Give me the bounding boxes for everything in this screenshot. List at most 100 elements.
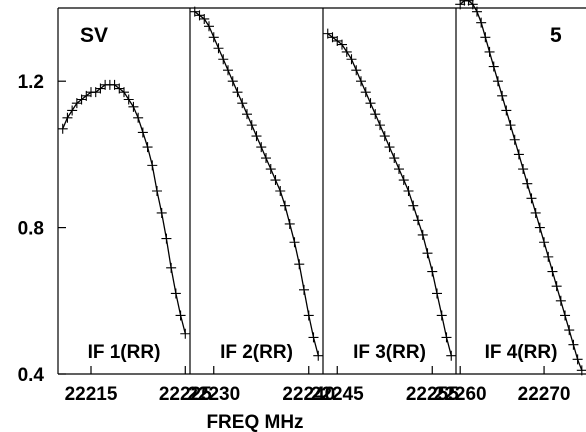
data-point	[199, 13, 210, 24]
data-point	[432, 288, 442, 299]
x-tick-label: 22230	[187, 384, 240, 405]
data-point	[441, 332, 452, 343]
data-point	[128, 101, 139, 112]
data-point	[67, 105, 78, 116]
data-point	[518, 164, 529, 175]
data-point	[341, 46, 352, 57]
panel-label: IF 1(RR)	[88, 342, 161, 363]
data-point	[398, 175, 409, 186]
data-point	[237, 98, 248, 109]
x-tick-label: 22270	[518, 384, 571, 405]
data-point	[564, 325, 575, 336]
data-point	[572, 354, 583, 365]
panel-4: 22260 22270 IF 4(RR)	[434, 0, 586, 405]
x-axis-title: FREQ MHz	[206, 412, 303, 432]
panel-label: IF 3(RR)	[353, 342, 426, 363]
data-point	[180, 328, 191, 339]
y-tick-label: 0.4	[18, 365, 45, 386]
data-point	[480, 32, 491, 43]
data-point	[208, 32, 219, 43]
data-point	[289, 237, 300, 248]
data-point	[119, 87, 129, 98]
panel-label: IF 2(RR)	[220, 342, 293, 363]
data-point	[555, 295, 566, 306]
data-point	[137, 127, 148, 138]
data-point	[218, 54, 229, 65]
data-point	[308, 332, 319, 343]
data-point	[576, 365, 586, 376]
data-point	[175, 310, 186, 321]
data-point	[294, 259, 305, 270]
data-point	[560, 310, 571, 321]
panel-1: 22215 22225 IF 1(RR)	[57, 8, 212, 405]
data-point	[509, 134, 520, 145]
data-point	[204, 21, 214, 32]
data-point	[389, 153, 400, 164]
data-point	[62, 112, 73, 123]
data-point	[360, 87, 371, 98]
series-line	[194, 11, 319, 356]
data-point	[213, 43, 224, 54]
data-point	[417, 229, 428, 240]
y-tick-label: 0.8	[18, 219, 44, 240]
series-line	[459, 0, 583, 371]
y-axis: 0.4 0.8 1.2	[18, 72, 66, 386]
data-point	[375, 120, 385, 131]
data-point	[351, 65, 362, 76]
data-point	[270, 175, 281, 186]
x-tick-label: 22240	[282, 384, 335, 405]
data-point	[242, 109, 252, 120]
data-point	[356, 76, 366, 87]
data-point	[142, 142, 153, 153]
source-label: SV	[80, 24, 108, 47]
data-point	[413, 215, 423, 226]
x-tick-label: 22245	[311, 384, 364, 405]
data-point	[299, 284, 309, 295]
data-point	[543, 251, 554, 262]
data-point	[365, 98, 376, 109]
data-point	[313, 350, 324, 361]
data-point	[403, 186, 414, 196]
data-point	[57, 123, 68, 134]
data-point	[394, 164, 404, 175]
data-point	[152, 186, 162, 196]
data-point	[467, 0, 478, 10]
data-point	[275, 186, 286, 196]
data-point	[539, 237, 550, 248]
panel-label: IF 4(RR)	[485, 342, 558, 363]
data-point	[568, 339, 579, 350]
data-point	[505, 120, 516, 131]
data-point	[484, 46, 495, 57]
data-point	[436, 310, 447, 321]
data-point	[161, 233, 172, 244]
data-point	[284, 218, 295, 229]
data-point	[488, 61, 499, 72]
channel-label: 5	[550, 24, 562, 47]
data-point	[534, 222, 545, 233]
data-point	[513, 149, 524, 160]
x-tick-label: 22255	[406, 384, 459, 405]
data-point	[530, 207, 541, 218]
x-tick-label: 22260	[434, 384, 487, 405]
data-point	[256, 142, 267, 153]
data-point	[526, 193, 537, 204]
data-point	[156, 207, 167, 218]
data-point	[303, 310, 314, 321]
data-point	[370, 109, 381, 120]
data-point	[261, 153, 271, 164]
chart-frame	[57, 7, 586, 375]
data-point	[223, 65, 233, 76]
data-point	[547, 266, 558, 277]
data-point	[422, 248, 433, 259]
series-line	[62, 84, 186, 334]
data-point	[346, 54, 357, 65]
data-point	[265, 164, 276, 175]
chart-panels: 22215 22225 IF 1(RR) 22230 22240 IF 2(RR) 2224…	[57, 0, 586, 405]
data-point	[497, 90, 508, 101]
data-point	[251, 131, 262, 142]
data-point	[280, 200, 290, 211]
data-point	[384, 142, 395, 153]
data-point	[232, 87, 243, 98]
data-point	[123, 94, 134, 105]
x-tick-label: 22225	[159, 384, 212, 405]
